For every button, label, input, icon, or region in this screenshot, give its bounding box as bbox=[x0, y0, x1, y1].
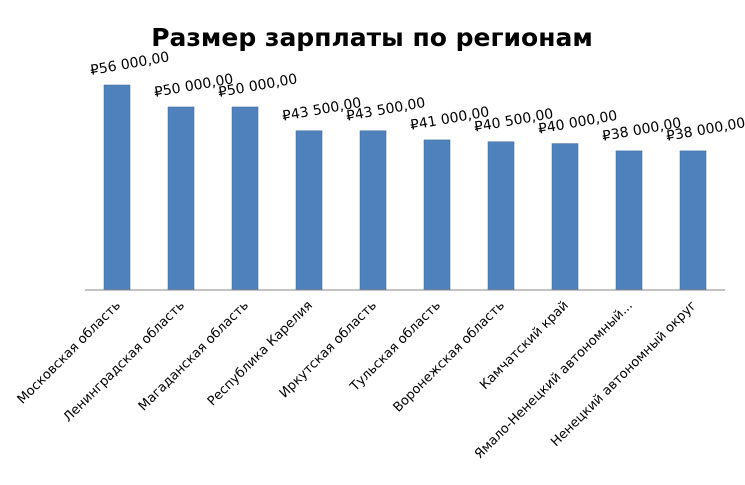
bar-10 bbox=[679, 150, 707, 291]
x-tick-label-3: Магаданская область bbox=[136, 298, 252, 414]
x-tick-label-4: Республика Карелия bbox=[205, 298, 316, 409]
bar-8 bbox=[551, 143, 579, 291]
bar-5 bbox=[359, 130, 387, 291]
chart-title: Размер зарплаты по регионам bbox=[151, 23, 593, 52]
x-tick-label-2: Ленинградская область bbox=[61, 298, 188, 425]
bar-9 bbox=[615, 150, 643, 291]
x-tick-label-1: Московская область bbox=[15, 298, 124, 407]
bar-2 bbox=[167, 106, 195, 291]
x-tick-label-10: Ненецкий автономный округ bbox=[548, 298, 700, 450]
x-tick-label-7: Воронежская область bbox=[391, 298, 508, 415]
bar-4 bbox=[295, 130, 323, 291]
bars-group bbox=[103, 84, 707, 291]
bar-3 bbox=[231, 106, 259, 291]
data-label-1: ₽56 000,00 bbox=[89, 49, 171, 79]
bar-7 bbox=[487, 141, 515, 291]
bar-1 bbox=[103, 84, 131, 291]
bar-6 bbox=[423, 139, 451, 291]
